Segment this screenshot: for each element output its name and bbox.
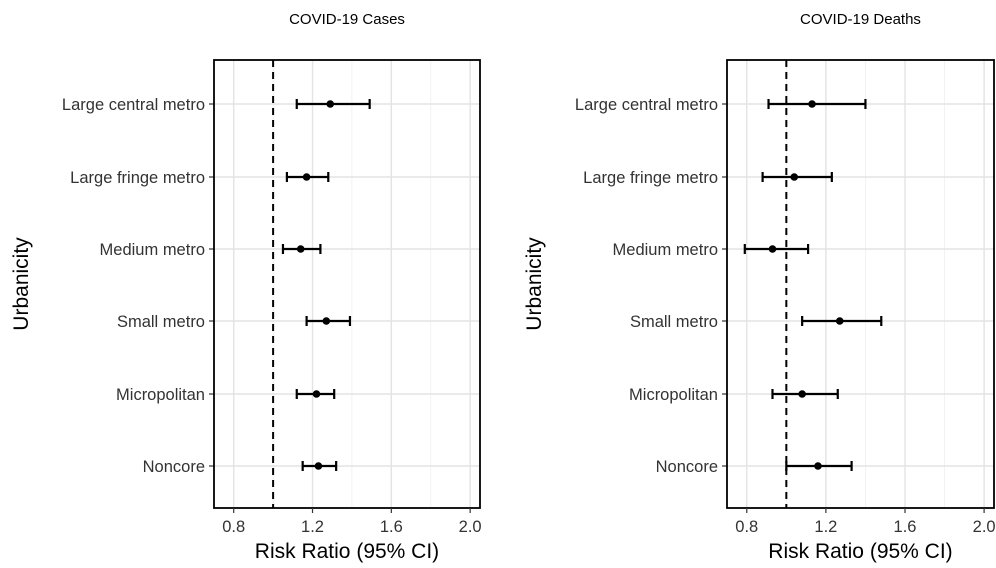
y-tick-label: Medium metro xyxy=(100,241,205,259)
y-tick-label: Noncore xyxy=(656,458,718,476)
chart-title: COVID-19 Deaths xyxy=(800,11,921,28)
point-estimate xyxy=(314,462,323,470)
panel-border xyxy=(726,59,995,509)
x-tick-label: 2.0 xyxy=(459,518,482,536)
y-tick-label: Small metro xyxy=(117,313,205,331)
y-tick-label: Large central metro xyxy=(62,96,205,114)
point-estimate xyxy=(808,100,816,108)
panel-border xyxy=(213,59,481,509)
y-tick-label: Micropolitan xyxy=(116,386,205,404)
y-tick-label: Medium metro xyxy=(613,241,718,259)
point-estimate xyxy=(326,100,335,108)
panel-covid-deaths: Large central metro Large fringe metro Med… xyxy=(523,11,996,563)
y-tick-label: Small metro xyxy=(630,313,718,331)
y-tick-label: Large fringe metro xyxy=(583,169,718,187)
x-tick-label: 0.8 xyxy=(222,518,245,536)
y-axis-label: Urbanicity xyxy=(10,237,33,331)
point-estimate xyxy=(302,173,311,181)
point-estimate xyxy=(768,245,777,253)
panel-covid-cases: Large central metro Large fringe metro Med… xyxy=(10,11,482,563)
x-axis-label: Risk Ratio (95% CI) xyxy=(255,540,439,563)
y-tick-label: Micropolitan xyxy=(629,386,718,404)
point-estimate xyxy=(312,390,321,398)
x-axis-label: Risk Ratio (95% CI) xyxy=(768,540,952,563)
point-estimate xyxy=(322,317,331,325)
point-estimate xyxy=(814,462,822,470)
y-tick-label: Large central metro xyxy=(575,96,718,114)
chart-title: COVID-19 Cases xyxy=(289,11,405,28)
x-tick-label: 1.6 xyxy=(380,518,403,536)
x-tick-label: 0.8 xyxy=(735,518,758,536)
x-tick-label: 2.0 xyxy=(973,518,996,536)
y-axis-label: Urbanicity xyxy=(523,237,546,331)
y-tick-label: Large fringe metro xyxy=(70,169,205,187)
x-tick-label: 1.6 xyxy=(894,518,917,536)
point-estimate xyxy=(790,173,799,181)
point-estimate xyxy=(798,390,806,398)
point-estimate xyxy=(835,317,844,325)
x-tick-label: 1.2 xyxy=(301,518,324,536)
x-tick-label: 1.2 xyxy=(814,518,837,536)
y-tick-label: Noncore xyxy=(143,458,205,476)
point-estimate xyxy=(296,245,305,253)
